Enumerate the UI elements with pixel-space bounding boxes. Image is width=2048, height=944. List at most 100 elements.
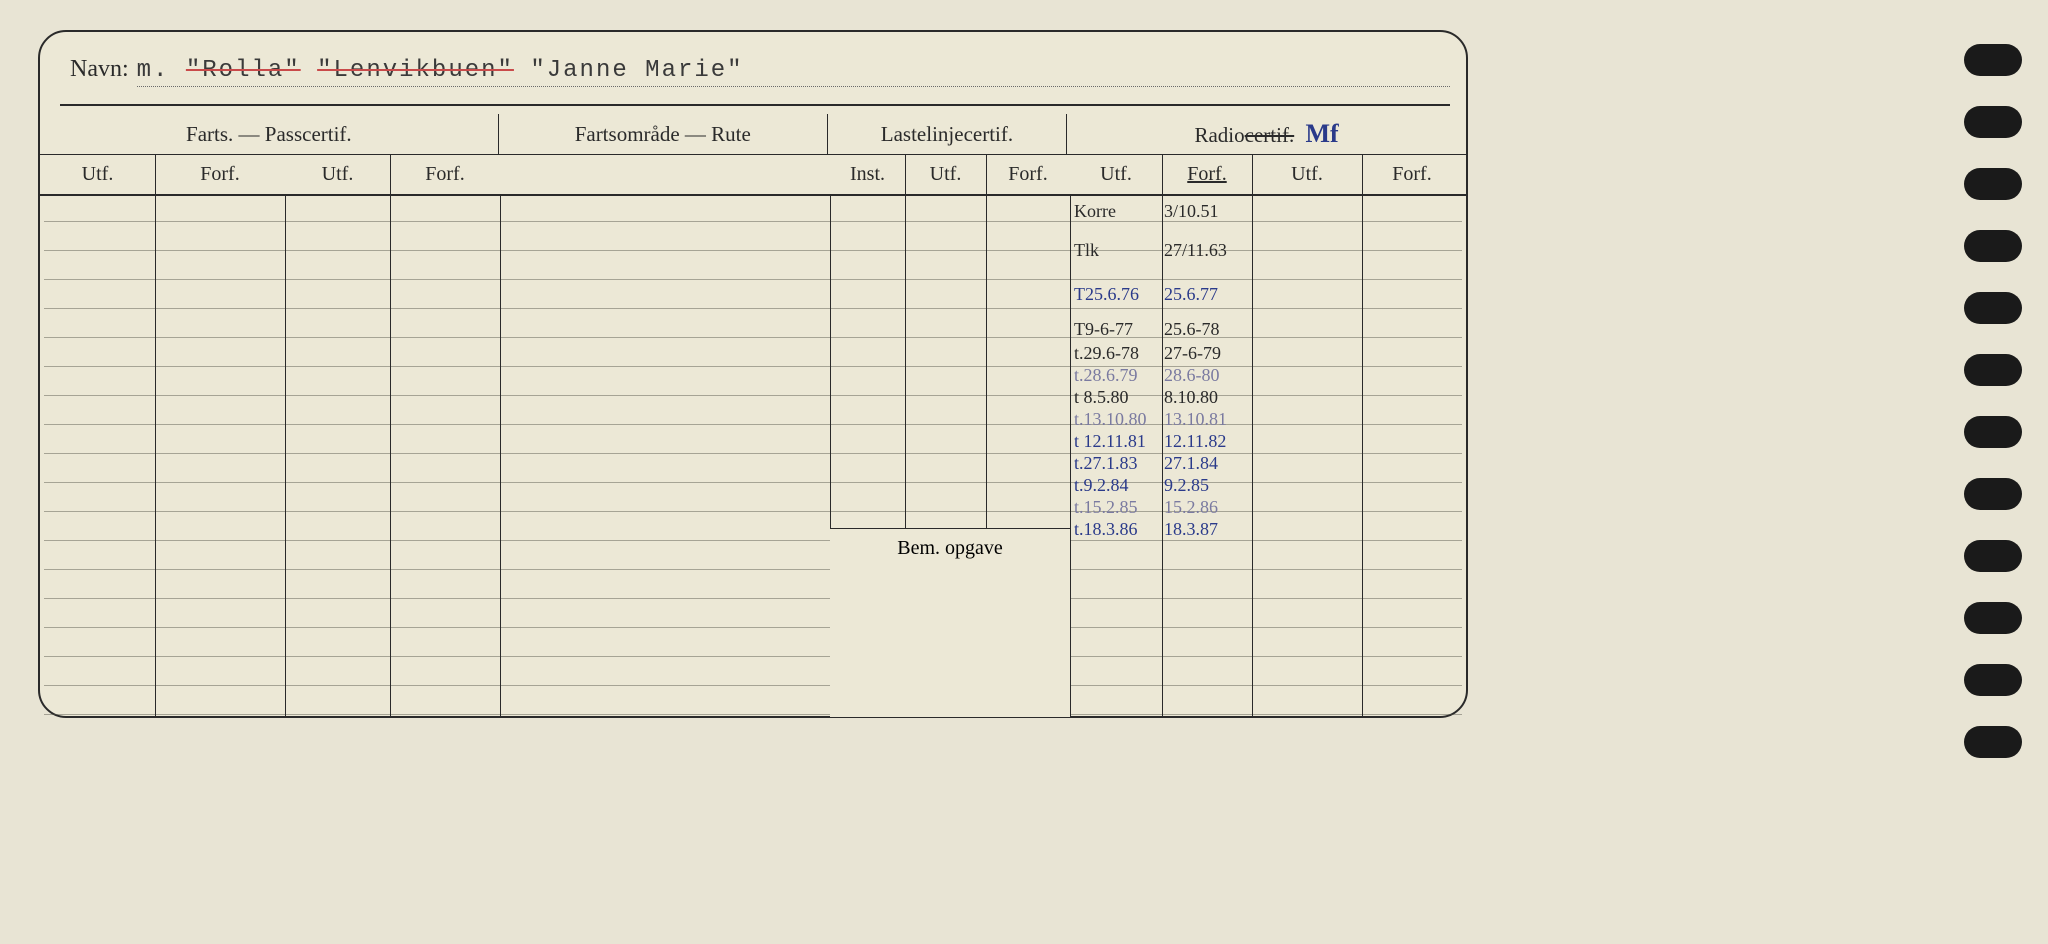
entry-row: T9-6-7725.6-78: [1072, 316, 1252, 342]
divider: [155, 194, 156, 716]
entry-forf: 18.3.87: [1164, 518, 1252, 540]
sub-forf-2: Forf.: [390, 154, 500, 194]
sub-utf-2: Utf.: [285, 154, 390, 194]
section-header-row: Farts. — Passcertif. Fartsområde — Rute …: [40, 114, 1466, 155]
divider: [1252, 194, 1253, 716]
hole-icon: [1964, 292, 2022, 324]
entry-forf: 25.6.77: [1164, 272, 1252, 316]
sub-rute-blank: [500, 154, 830, 194]
entry-row: t.13.10.8013.10.81: [1072, 408, 1252, 430]
bem-opgave-label: Bem. opgave: [897, 537, 1003, 559]
hole-icon: [1964, 540, 2022, 572]
entry-row: t.28.6.7928.6-80: [1072, 364, 1252, 386]
divider: [285, 194, 286, 716]
entry-forf: 27/11.63: [1164, 228, 1252, 272]
divider: [1362, 194, 1363, 716]
entry-row: t 12.11.8112.11.82: [1072, 430, 1252, 452]
sub-forf-1: Forf.: [155, 154, 285, 194]
sub-forf-4: Forf.: [1162, 154, 1252, 194]
entry-forf: 25.6-78: [1164, 316, 1252, 342]
entry-forf: 9.2.85: [1164, 474, 1252, 496]
entry-utf: t.29.6-78: [1072, 342, 1164, 364]
entry-utf: Tlk: [1072, 228, 1164, 272]
sub-utf-4: Utf.: [1070, 154, 1162, 194]
entry-row: t.27.1.8327.1.84: [1072, 452, 1252, 474]
entry-forf: 3/10.51: [1164, 194, 1252, 228]
entry-utf: t 8.5.80: [1072, 386, 1164, 408]
sub-utf-1: Utf.: [40, 154, 155, 194]
record-card: Navn: m. "Rolla" "Lenvikbuen" "Janne Mar…: [38, 30, 1468, 718]
sub-utf-5: Utf.: [1252, 154, 1362, 194]
divider: [1252, 154, 1253, 194]
divider: [1362, 154, 1363, 194]
header-farts: Farts. — Passcertif.: [40, 114, 499, 154]
card-body: Bem. opgave Korre3/10.51Tlk27/11.63T25.6…: [40, 194, 1466, 716]
hole-icon: [1964, 230, 2022, 262]
binder-holes: [1964, 44, 2022, 788]
divider: [390, 154, 391, 194]
entry-forf: 13.10.81: [1164, 408, 1252, 430]
sub-inst: Inst.: [830, 154, 905, 194]
entry-row: t.29.6-7827-6-79: [1072, 342, 1252, 364]
entry-utf: t.13.10.80: [1072, 408, 1164, 430]
entry-row: t 8.5.808.10.80: [1072, 386, 1252, 408]
name-struck-2: "Lenvikbuen": [317, 57, 514, 84]
sub-forf-3: Forf.: [986, 154, 1070, 194]
entry-row: Tlk27/11.63: [1072, 228, 1252, 272]
entry-utf: t.18.3.86: [1072, 518, 1164, 540]
name-prefix: m.: [137, 57, 170, 84]
entry-row: t.18.3.8618.3.87: [1072, 518, 1252, 540]
hole-icon: [1964, 602, 2022, 634]
hole-icon: [1964, 44, 2022, 76]
entry-utf: t 12.11.81: [1072, 430, 1164, 452]
radio-entries: Korre3/10.51Tlk27/11.63T25.6.7625.6.77T9…: [1072, 194, 1252, 540]
radio-annotation: Mf: [1305, 119, 1338, 148]
divider: [905, 194, 906, 528]
divider: [1070, 194, 1071, 716]
entry-forf: 28.6-80: [1164, 364, 1252, 386]
hole-icon: [1964, 168, 2022, 200]
divider: [986, 194, 987, 528]
entry-forf: 27-6-79: [1164, 342, 1252, 364]
name-struck-1: "Rolla": [186, 57, 301, 84]
name-value: m. "Rolla" "Lenvikbuen" "Janne Marie": [137, 57, 1450, 87]
name-row: Navn: m. "Rolla" "Lenvikbuen" "Janne Mar…: [60, 56, 1450, 106]
divider: [905, 154, 906, 194]
hole-icon: [1964, 664, 2022, 696]
entry-utf: T9-6-77: [1072, 316, 1164, 342]
divider: [155, 154, 156, 194]
divider: [986, 154, 987, 194]
hole-icon: [1964, 478, 2022, 510]
entry-row: T25.6.7625.6.77: [1072, 272, 1252, 316]
sub-forf-5: Forf.: [1362, 154, 1462, 194]
entry-row: t.15.2.8515.2.86: [1072, 496, 1252, 518]
hole-icon: [1964, 354, 2022, 386]
divider: [500, 194, 501, 716]
header-radio: Radiocertif. Mf: [1067, 114, 1466, 154]
radio-prefix: Radio: [1194, 123, 1244, 147]
header-lastelinje: Lastelinjecertif.: [828, 114, 1067, 154]
hole-icon: [1964, 726, 2022, 758]
name-current: "Janne Marie": [530, 57, 743, 84]
entry-row: Korre3/10.51: [1072, 194, 1252, 228]
entry-forf: 8.10.80: [1164, 386, 1252, 408]
sub-utf-3: Utf.: [905, 154, 986, 194]
name-label: Navn:: [60, 56, 129, 83]
entry-forf: 15.2.86: [1164, 496, 1252, 518]
divider: [390, 194, 391, 716]
entry-utf: T25.6.76: [1072, 272, 1164, 316]
entry-utf: Korre: [1072, 194, 1164, 228]
hole-icon: [1964, 106, 2022, 138]
entry-forf: 27.1.84: [1164, 452, 1252, 474]
entry-row: t.9.2.849.2.85: [1072, 474, 1252, 496]
hole-icon: [1964, 416, 2022, 448]
entry-forf: 12.11.82: [1164, 430, 1252, 452]
divider: [1162, 154, 1163, 194]
bem-opgave-box: Bem. opgave: [830, 528, 1070, 717]
entry-utf: t.27.1.83: [1072, 452, 1164, 474]
header-fartsomrade: Fartsområde — Rute: [499, 114, 828, 154]
radio-struck: certif.: [1245, 123, 1295, 147]
entry-utf: t.28.6.79: [1072, 364, 1164, 386]
entry-utf: t.9.2.84: [1072, 474, 1164, 496]
entry-utf: t.15.2.85: [1072, 496, 1164, 518]
